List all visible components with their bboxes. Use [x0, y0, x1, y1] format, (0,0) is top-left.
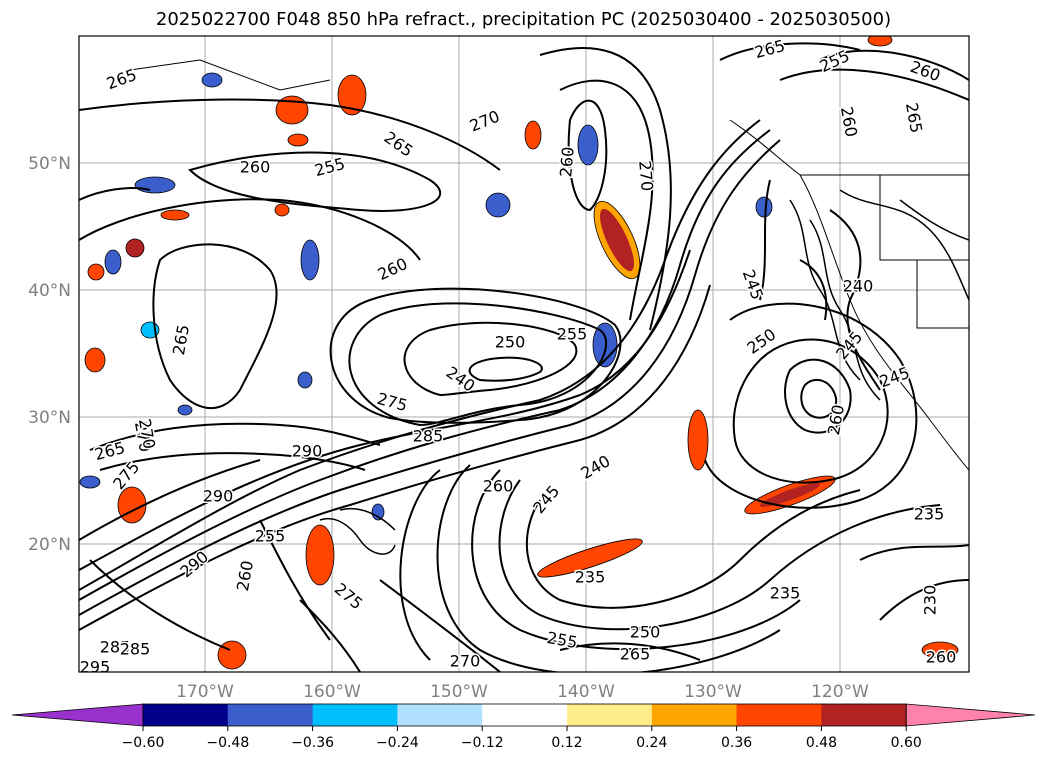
lat-label: 30°N	[28, 408, 71, 428]
colorbar-tick-label: −0.60	[122, 735, 165, 751]
colorbar-tick-label: −0.12	[461, 735, 504, 751]
precip-positive	[84, 36, 959, 670]
contour-label: 265	[620, 645, 651, 664]
lat-label: 50°N	[28, 154, 71, 174]
contour-label: 260	[240, 158, 271, 177]
contour-label: 260	[926, 648, 957, 667]
land-contours	[319, 189, 969, 555]
colorbar-tick-label: −0.36	[291, 735, 334, 751]
colorbar-outline	[142, 703, 907, 727]
contour-label: 290	[203, 487, 234, 506]
map-title: 2025022700 F048 850 hPa refract., precip…	[155, 9, 892, 30]
colorbar-segment	[227, 704, 314, 726]
latitude-labels: 50°N 40°N 30°N 20°N	[28, 154, 71, 555]
colorbar-tick-label: 0.12	[551, 735, 582, 751]
colorbar-tick-label: 0.60	[891, 735, 922, 751]
colorbar-segment	[651, 704, 738, 726]
colorbar-tick-label: 0.48	[806, 735, 837, 751]
lon-label: 140°W	[557, 682, 615, 702]
coastlines	[129, 59, 969, 471]
contour-label: 255	[255, 527, 286, 546]
contour-label: 285	[413, 427, 444, 446]
colorbar-tick-label: 0.36	[721, 735, 752, 751]
map-frame	[78, 35, 970, 673]
colorbar-segment	[312, 704, 398, 726]
contour-label: 290	[292, 442, 323, 461]
lat-label: 40°N	[28, 281, 71, 301]
contour-label: 260	[556, 146, 578, 178]
contour-label: 240	[843, 277, 874, 296]
lon-label: 170°W	[176, 682, 234, 702]
longitude-labels: 170°W 160°W 150°W 140°W 130°W 120°W	[176, 682, 869, 702]
lat-label: 20°N	[28, 535, 71, 555]
contour-label: 230	[921, 585, 940, 616]
contour-label: 260	[824, 403, 848, 436]
colorbar-tick-label: −0.48	[206, 735, 249, 751]
colorbar-segment	[567, 704, 653, 726]
colorbar-segment	[143, 704, 229, 726]
colorbar-segment	[736, 704, 822, 726]
lon-label: 130°W	[684, 682, 742, 702]
contour-label: 250	[495, 333, 526, 352]
colorbar-tick-label: 0.24	[636, 735, 667, 751]
contour-label: 270	[635, 160, 657, 192]
precip-negative	[79, 72, 773, 521]
contour-label: 270	[450, 652, 481, 671]
map-area	[79, 36, 969, 672]
colorbar-segment	[821, 704, 907, 726]
lon-label: 120°W	[811, 682, 869, 702]
contour-label: 260	[483, 477, 514, 496]
contour-label: 250	[630, 623, 661, 642]
colorbar-left-arrow	[11, 703, 144, 727]
colorbar-segment	[397, 704, 483, 726]
contour-label: 250	[843, 277, 874, 296]
lon-label: 160°W	[303, 682, 361, 702]
contour-label: 285	[100, 638, 131, 657]
colorbar-right-arrow	[905, 703, 1036, 727]
contour-label: 235	[575, 568, 606, 587]
colorbar-tick-label: −0.24	[376, 735, 419, 751]
contour-label: 235	[914, 505, 945, 524]
colorbar-segment	[482, 704, 568, 726]
lon-label: 150°W	[430, 682, 488, 702]
contour-label: 295	[80, 658, 111, 677]
colorbar: −0.60 −0.48 −0.36 −0.24 −0.12 0.12 0.24 0.36 0.4…	[11, 703, 1036, 751]
contour-label: 235	[770, 584, 801, 603]
contour-label: 285	[120, 640, 151, 659]
refractivity-contours	[79, 42, 969, 672]
contour-label: 255	[557, 325, 588, 344]
